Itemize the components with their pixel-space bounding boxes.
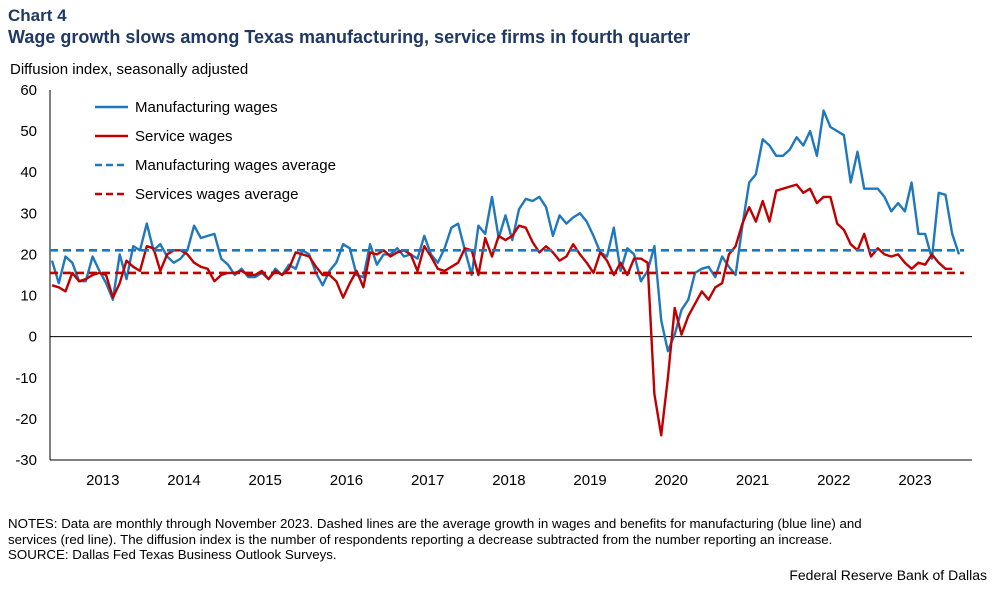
y-tick-label: 10	[20, 288, 37, 305]
y-tick-label: -10	[15, 370, 37, 387]
x-tick-label: 2023	[898, 472, 931, 489]
x-tick-label: 2017	[411, 472, 444, 489]
series-line-manufacturing-wages	[50, 109, 961, 353]
x-tick-label: 2018	[492, 472, 525, 489]
y-tick-label: 0	[29, 329, 37, 346]
y-axis-label: Diffusion index, seasonally adjusted	[10, 61, 249, 78]
y-tick-label: 50	[20, 123, 37, 140]
legend-label: Manufacturing wages average	[135, 157, 336, 174]
x-tick-label: 2019	[573, 472, 606, 489]
chart-number: Chart 4	[8, 6, 67, 25]
notes-line-2: services (red line). The diffusion index…	[8, 531, 833, 547]
legend-label: Service wages	[135, 128, 233, 145]
x-tick-label: 2016	[330, 472, 363, 489]
legend-label: Manufacturing wages	[135, 99, 278, 116]
x-tick-label: 2014	[167, 472, 200, 489]
x-tick-label: 2015	[249, 472, 282, 489]
y-tick-label: -30	[15, 452, 37, 469]
x-tick-label: 2020	[655, 472, 688, 489]
x-tick-label: 2021	[736, 472, 769, 489]
notes-line-1: NOTES: Data are monthly through November…	[8, 516, 862, 531]
line-chart: -30 -20 -10 0 10 20 30 40 50 60 2013 2014 2015 2016 20…	[15, 82, 972, 489]
y-tick-label: 40	[20, 164, 37, 181]
credit-line: Federal Reserve Bank of Dallas	[789, 567, 987, 583]
chart-notes: NOTES: Data are monthly through November…	[8, 516, 983, 563]
chart-title: Wage growth slows among Texas manufactur…	[8, 27, 691, 47]
y-tick-label: -20	[15, 411, 37, 428]
x-tick-label: 2013	[86, 472, 119, 489]
x-tick-label: 2022	[817, 472, 850, 489]
legend-label: Services wages average	[135, 186, 298, 203]
source-line: SOURCE: Dallas Fed Texas Business Outloo…	[8, 547, 337, 562]
y-tick-label: 20	[20, 246, 37, 263]
series-line-service-wages	[51, 183, 953, 437]
y-tick-label: 60	[20, 82, 37, 99]
y-tick-label: 30	[20, 205, 37, 222]
